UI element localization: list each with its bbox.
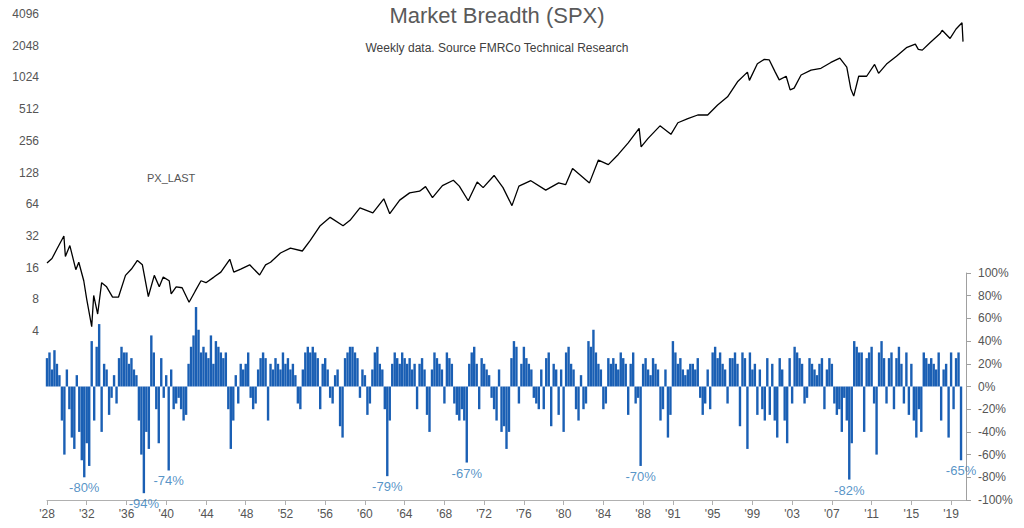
- svg-text:'07: '07: [824, 507, 840, 521]
- svg-text:8: 8: [32, 292, 39, 306]
- svg-text:2048: 2048: [12, 39, 39, 53]
- svg-text:-67%: -67%: [452, 466, 483, 481]
- svg-text:-20%: -20%: [978, 402, 1006, 416]
- svg-text:32: 32: [26, 229, 40, 243]
- svg-text:'40: '40: [158, 507, 174, 521]
- svg-text:40%: 40%: [978, 334, 1002, 348]
- svg-text:'03: '03: [784, 507, 800, 521]
- svg-text:16: 16: [26, 261, 40, 275]
- svg-text:64: 64: [26, 197, 40, 211]
- svg-text:'36: '36: [118, 507, 135, 521]
- svg-text:60%: 60%: [978, 311, 1002, 325]
- svg-text:'52: '52: [278, 507, 294, 521]
- svg-text:-80%: -80%: [69, 480, 100, 495]
- svg-text:-80%: -80%: [978, 470, 1006, 484]
- svg-text:-79%: -79%: [372, 479, 403, 494]
- svg-text:'80: '80: [556, 507, 572, 521]
- svg-text:512: 512: [19, 102, 39, 116]
- svg-text:80%: 80%: [978, 289, 1002, 303]
- svg-text:'99: '99: [745, 507, 761, 521]
- svg-text:Market Breadth (SPX): Market Breadth (SPX): [389, 3, 604, 28]
- svg-text:4: 4: [32, 324, 39, 338]
- svg-text:'64: '64: [397, 507, 413, 521]
- svg-text:0%: 0%: [978, 380, 996, 394]
- svg-text:'60: '60: [357, 507, 373, 521]
- svg-text:'95: '95: [705, 507, 721, 521]
- svg-text:-94%: -94%: [129, 496, 160, 511]
- svg-text:-70%: -70%: [625, 469, 656, 484]
- svg-text:1024: 1024: [12, 70, 39, 84]
- svg-text:'72: '72: [476, 507, 492, 521]
- svg-text:'11: '11: [864, 507, 879, 521]
- svg-text:256: 256: [19, 134, 39, 148]
- svg-text:'91: '91: [665, 507, 681, 521]
- svg-text:'19: '19: [943, 507, 959, 521]
- svg-text:'15: '15: [904, 507, 920, 521]
- svg-text:PX_LAST: PX_LAST: [147, 172, 196, 184]
- svg-text:'76: '76: [516, 507, 532, 521]
- svg-text:'84: '84: [596, 507, 612, 521]
- svg-text:128: 128: [19, 166, 39, 180]
- svg-text:-40%: -40%: [978, 425, 1006, 439]
- svg-text:20%: 20%: [978, 357, 1002, 371]
- svg-text:Weekly data. Source FMRCo Tech: Weekly data. Source FMRCo Technical Rese…: [365, 41, 628, 55]
- svg-text:'56: '56: [317, 507, 333, 521]
- svg-text:4096: 4096: [12, 7, 39, 21]
- svg-text:-74%: -74%: [154, 473, 185, 488]
- svg-text:-65%: -65%: [946, 463, 977, 478]
- svg-text:'68: '68: [437, 507, 453, 521]
- svg-text:100%: 100%: [978, 266, 1009, 280]
- svg-text:-60%: -60%: [978, 448, 1006, 462]
- svg-text:-100%: -100%: [978, 493, 1013, 507]
- svg-text:'88: '88: [635, 507, 651, 521]
- svg-text:'48: '48: [238, 507, 254, 521]
- svg-text:'32: '32: [79, 507, 95, 521]
- svg-text:-82%: -82%: [834, 483, 865, 498]
- svg-text:'44: '44: [198, 507, 214, 521]
- svg-text:'28: '28: [39, 507, 55, 521]
